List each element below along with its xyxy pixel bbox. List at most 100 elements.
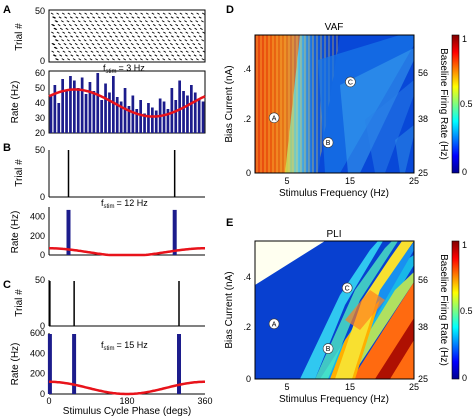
raster-a-spike — [67, 31, 71, 34]
raster-a-spike — [167, 58, 171, 61]
raster-a-spike — [73, 31, 77, 34]
histogram-a-bar — [197, 98, 201, 133]
histogram-c-xtick-1: 180 — [119, 396, 134, 406]
raster-a-spike — [132, 27, 136, 30]
raster-a-spike — [156, 58, 160, 61]
raster-a-spike — [190, 39, 193, 42]
raster-a-spike — [111, 20, 115, 23]
histogram-a-bar — [193, 92, 197, 133]
raster-a-spike — [136, 24, 139, 27]
heatmap-e-ytick-0: 0 — [246, 374, 251, 384]
heatmap-e-xlabel: Stimulus Frequency (Hz) — [279, 394, 389, 405]
raster-a-spike — [82, 46, 86, 49]
heatmap-e-ylabel: Bias Current (nA) — [224, 271, 235, 348]
histogram-a-bar — [123, 88, 127, 133]
raster-a-spike — [140, 12, 144, 15]
raster-a-spike — [56, 50, 60, 53]
heatmap-d-ylabel: Bias Current (nA) — [224, 65, 235, 142]
raster-a-spike — [172, 20, 176, 23]
heatmap-d-marker-label-c: C — [348, 80, 353, 87]
raster-a-spike — [179, 31, 183, 34]
raster-a-spike — [132, 54, 135, 57]
panel-label-b: B — [3, 142, 11, 154]
raster-a-spike — [109, 54, 113, 57]
panel-label-d: D — [226, 4, 234, 16]
raster-a-spike — [91, 24, 95, 27]
raster-a-spike — [166, 27, 170, 30]
raster-a-spike — [131, 16, 135, 19]
panel-label-c: C — [3, 279, 11, 291]
histogram-a-bar — [96, 73, 100, 133]
histogram-a-bar — [174, 100, 178, 133]
raster-a-spike — [141, 43, 145, 46]
raster-a-spike — [76, 54, 79, 57]
raster-a-spike — [104, 27, 108, 30]
raster-a-spike — [167, 39, 171, 42]
raster-a-spike — [133, 20, 137, 23]
heatmap-e: A B C 5 15 25 Stimulus Frequency (Hz) 0 .2… — [224, 240, 449, 405]
raster-a-spike — [53, 46, 57, 49]
raster-a-spike — [57, 43, 61, 46]
histogram-c-ytick-3: 600 — [30, 328, 45, 338]
heatmap-d-marker-label-b: B — [326, 140, 331, 147]
raster-a-spike — [92, 35, 96, 38]
raster-a-spike — [109, 35, 113, 38]
raster-a-spike — [73, 12, 77, 15]
raster-a-spike — [114, 16, 118, 19]
histogram-a-bar — [151, 107, 154, 133]
histogram-a-bar — [115, 97, 119, 133]
heatmap-d-title: VAF — [325, 22, 344, 33]
raster-a-spike — [182, 54, 186, 57]
raster-a-spike — [61, 58, 65, 61]
raster-a-spike — [139, 39, 143, 42]
raster-a-spike — [128, 39, 132, 42]
raster-a-spike — [130, 24, 134, 27]
raster-a-spike — [138, 27, 142, 30]
raster-a-spike — [63, 43, 67, 46]
raster-a-spike — [106, 12, 110, 15]
raster-a-ytick-0: 0 — [40, 56, 45, 66]
raster-a-spike — [175, 43, 179, 46]
raster-a-spike — [124, 24, 128, 27]
raster-a-spike — [83, 20, 87, 23]
histogram-a-bar — [135, 109, 139, 133]
histogram-a-bar — [178, 80, 181, 133]
raster-a-spike — [85, 43, 89, 46]
raster-a-spike — [51, 43, 55, 46]
raster-a-spike — [65, 46, 69, 49]
raster-a-spike — [176, 35, 180, 38]
raster-a-spike — [147, 43, 151, 46]
raster-a-spike — [117, 58, 121, 61]
raster-a-spike — [85, 24, 89, 27]
raster-a-spike — [79, 31, 82, 34]
raster-a-spike — [115, 27, 119, 30]
raster-a-spike — [179, 58, 183, 61]
raster-a-spike — [196, 31, 200, 34]
raster-a-spike — [170, 16, 174, 19]
raster-a-spike — [164, 43, 168, 46]
raster-a-spike — [197, 43, 201, 46]
raster-a-spike — [94, 20, 98, 23]
raster-a-spike — [103, 16, 107, 19]
raster-a-spike — [126, 35, 130, 38]
heatmap-d-right-tick-0: 25 — [418, 168, 428, 178]
histogram-a-bar — [73, 80, 76, 133]
raster-a-spike — [122, 39, 126, 42]
raster-a-spike — [199, 54, 203, 57]
raster-a-spike — [72, 39, 76, 42]
histogram-a-bar — [186, 95, 189, 133]
histogram-a-bar — [162, 101, 166, 133]
raster-a-spike — [80, 43, 84, 46]
raster-a-spike — [158, 43, 162, 46]
raster-a-spike — [60, 20, 64, 23]
raster-a-spike — [201, 39, 205, 42]
raster-a-spike — [104, 54, 107, 57]
raster-a-spike — [90, 50, 94, 53]
raster-a-spike — [184, 20, 188, 23]
raster-c: Trial # 0 50 — [14, 275, 205, 331]
raster-a-spike — [118, 31, 122, 34]
raster-a-spike — [111, 39, 115, 42]
raster-a-spike — [53, 27, 57, 30]
raster-a-spike — [148, 54, 152, 57]
raster-a-spike — [121, 46, 125, 49]
